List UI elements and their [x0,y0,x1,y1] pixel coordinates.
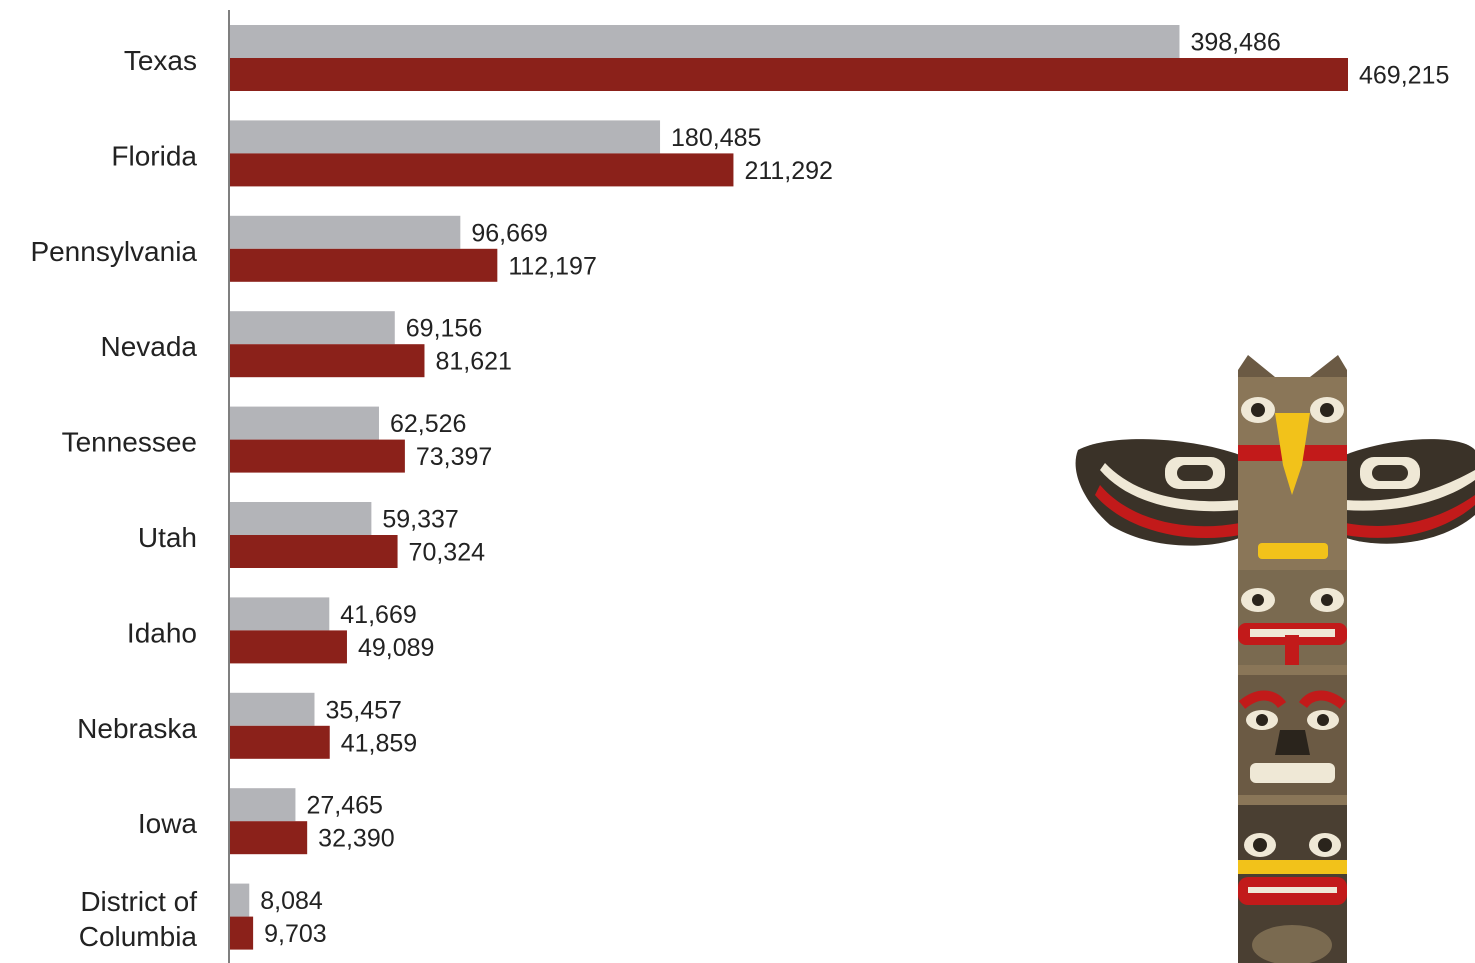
left-wing [1075,439,1242,546]
lower-face [1238,675,1347,795]
category-label: Idaho [127,617,197,648]
bar-series-2 [230,821,308,855]
eagle-face [1238,397,1347,559]
category-label: District of Columbia [79,886,198,952]
bar-value-label: 62,526 [390,410,466,438]
bar-series-2 [230,439,405,473]
bar-value-label: 9,703 [264,920,327,948]
bar-series-2 [230,248,498,282]
bar-series-1 [230,406,379,440]
bar-series-2 [230,535,398,568]
bar-series-1 [230,311,395,345]
bar-series-1 [230,788,296,822]
bar-value-label: 32,390 [318,825,394,853]
bar-series-1 [230,883,250,917]
category-label: Florida [111,140,197,171]
bar-value-label: 49,089 [358,634,434,662]
bar-series-2 [230,630,347,664]
bar-series-1 [230,502,372,535]
bar-series-1 [230,120,661,154]
bottom-face [1238,805,1347,963]
bar-value-label: 59,337 [382,506,458,534]
bar-series-1 [230,215,461,249]
middle-face [1238,570,1347,665]
category-label: Tennessee [62,427,197,458]
totem-pole-icon [1075,355,1475,963]
category-label: Iowa [138,808,198,839]
bar-series-2 [230,725,330,759]
bar-series-2 [230,153,734,187]
bar-value-label: 27,465 [306,792,382,820]
bar-series-1 [230,597,330,631]
bar-value-label: 398,486 [1190,29,1280,57]
category-label: Texas [124,45,197,76]
right-wing [1343,439,1475,544]
category-label: Pennsylvania [30,236,197,267]
bar-value-label: 81,621 [435,348,511,376]
bar-value-label: 41,669 [340,601,416,629]
bar-value-label: 112,197 [508,252,597,280]
bar-value-label: 180,485 [671,124,761,152]
category-label: Utah [138,522,197,553]
category-label: Nebraska [77,713,197,744]
bar-value-label: 69,156 [406,315,482,343]
bar-series-2 [230,58,1348,91]
bar-value-label: 35,457 [325,696,401,724]
bar-series-1 [230,25,1180,58]
bar-series-2 [230,916,254,950]
bar-value-label: 469,215 [1359,62,1449,90]
category-label: Nevada [100,331,197,362]
bar-value-label: 8,084 [260,887,323,915]
bar-series-2 [230,344,425,378]
bar-value-label: 70,324 [409,539,486,567]
bar-value-label: 96,669 [471,219,547,247]
bar-series-1 [230,692,315,726]
bar-value-label: 211,292 [744,157,833,185]
bar-value-label: 41,859 [341,729,417,757]
bar-value-label: 73,397 [416,443,492,471]
